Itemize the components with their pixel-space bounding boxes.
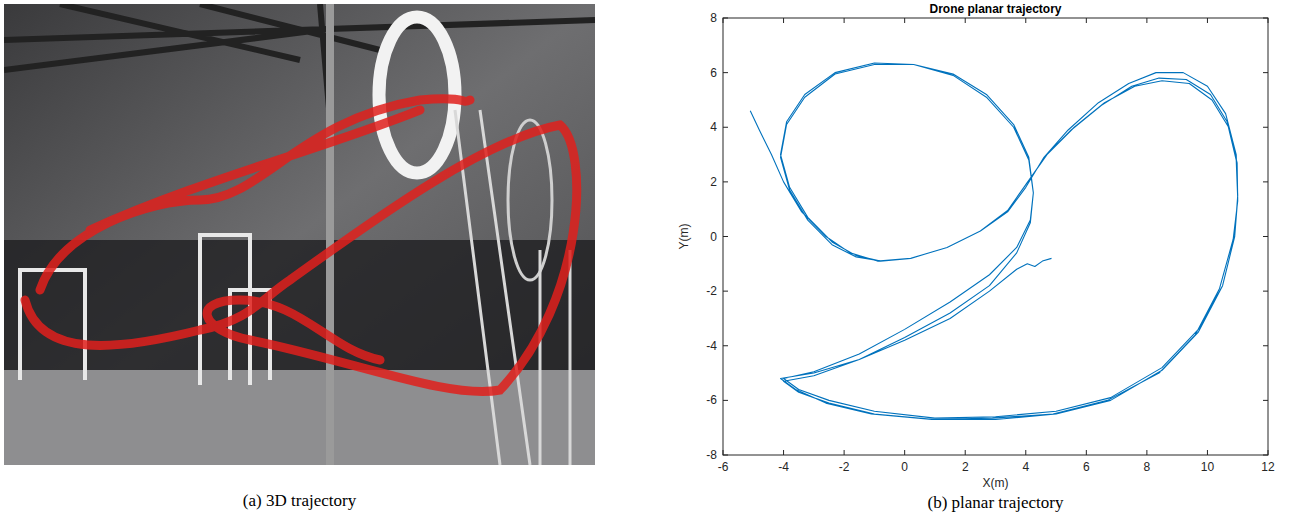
data-group: [750, 63, 1237, 419]
y-tick: [1263, 345, 1268, 346]
axes-box: [723, 18, 1268, 455]
y-tick: [723, 400, 728, 401]
y-tick-label: -2: [706, 284, 717, 298]
y-tick-label: 0: [710, 230, 717, 244]
x-tick-label: 4: [1022, 460, 1029, 474]
x-tick: [1268, 450, 1269, 455]
x-tick: [904, 450, 905, 455]
trajectory-trace: [25, 99, 577, 392]
chart-title: Drone planar trajectory: [929, 2, 1061, 16]
x-axis-title: X(m): [983, 476, 1009, 490]
y-tick: [723, 18, 728, 19]
y-tick: [723, 72, 728, 73]
y-tick: [1263, 127, 1268, 128]
x-tick: [1086, 18, 1087, 23]
x-tick: [1086, 450, 1087, 455]
x-tick: [965, 450, 966, 455]
figure: (a) 3D trajectory-6-4-2024681012-8-6-4-2…: [0, 0, 1301, 517]
y-tick: [723, 455, 728, 456]
x-tick: [1025, 450, 1026, 455]
x-tick: [723, 450, 724, 455]
trajectory-line: [750, 63, 1237, 419]
y-tick-label: -6: [706, 393, 717, 407]
x-tick: [1207, 18, 1208, 23]
x-tick: [1146, 450, 1147, 455]
y-tick-label: -4: [706, 339, 717, 353]
x-tick-label: -4: [778, 460, 789, 474]
pillar: [326, 4, 334, 465]
x-tick: [1146, 18, 1147, 23]
x-tick: [844, 18, 845, 23]
y-tick: [1263, 72, 1268, 73]
y-tick-label: 6: [710, 66, 717, 80]
photo: [4, 4, 595, 465]
y-tick: [1263, 236, 1268, 237]
x-tick: [1268, 18, 1269, 23]
x-tick: [1207, 450, 1208, 455]
y-axis-title: Y(m): [677, 224, 691, 250]
x-tick: [965, 18, 966, 23]
x-tick-label: 8: [1144, 460, 1151, 474]
y-tick-label: 8: [710, 11, 717, 25]
y-tick: [723, 236, 728, 237]
x-tick-label: -2: [839, 460, 850, 474]
x-tick-label: 6: [1083, 460, 1090, 474]
y-tick: [1263, 291, 1268, 292]
y-tick: [723, 291, 728, 292]
y-tick: [1263, 181, 1268, 182]
plot-area: [723, 18, 1268, 455]
caption: (b) planar trajectory: [928, 493, 1064, 512]
y-tick: [723, 345, 728, 346]
x-tick: [723, 18, 724, 23]
caption: (a) 3D trajectory: [243, 491, 357, 510]
y-tick: [1263, 18, 1268, 19]
x-tick: [1025, 18, 1026, 23]
y-tick: [1263, 455, 1268, 456]
x-tick-label: 0: [901, 460, 908, 474]
x-tick: [783, 450, 784, 455]
x-tick-label: -6: [718, 460, 729, 474]
y-tick: [1263, 400, 1268, 401]
x-tick-label: 10: [1201, 460, 1215, 474]
y-tick-label: -8: [706, 448, 717, 462]
x-tick-label: 2: [962, 460, 969, 474]
x-tick-label: 12: [1261, 460, 1275, 474]
x-tick: [844, 450, 845, 455]
beam: [4, 4, 595, 120]
photo-background: [4, 4, 595, 465]
y-tick: [723, 181, 728, 182]
y-tick-label: 2: [710, 175, 717, 189]
x-tick: [783, 18, 784, 23]
y-tick: [723, 127, 728, 128]
x-tick: [904, 18, 905, 23]
y-tick-label: 4: [710, 120, 717, 134]
